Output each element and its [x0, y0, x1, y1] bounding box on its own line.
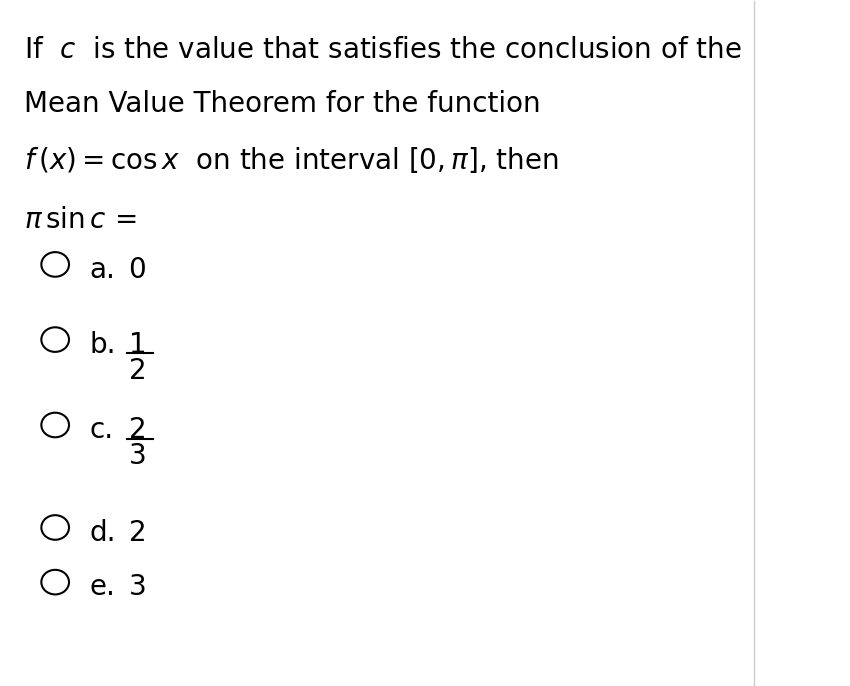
Text: $3$: $3$ — [128, 442, 145, 470]
Text: a.: a. — [90, 256, 116, 283]
Text: $3$: $3$ — [128, 573, 145, 601]
Text: $2$: $2$ — [128, 357, 145, 385]
Text: $2$: $2$ — [128, 416, 145, 444]
Text: Mean Value Theorem for the function: Mean Value Theorem for the function — [25, 90, 541, 118]
Text: $\pi\,\sin c\, =$: $\pi\,\sin c\, =$ — [25, 206, 138, 235]
Text: If  $c$  is the value that satisfies the conclusion of the: If $c$ is the value that satisfies the c… — [25, 36, 742, 64]
Text: $2$: $2$ — [128, 519, 145, 547]
Text: $f\,(x) = \cos x$  on the interval $[0,\pi]$, then: $f\,(x) = \cos x$ on the interval $[0,\p… — [25, 145, 559, 175]
Text: c.: c. — [90, 416, 114, 444]
Text: d.: d. — [90, 519, 116, 547]
Text: e.: e. — [90, 573, 116, 601]
Text: b.: b. — [90, 331, 116, 359]
Text: $0$: $0$ — [128, 256, 146, 283]
Text: $1$: $1$ — [128, 331, 145, 359]
